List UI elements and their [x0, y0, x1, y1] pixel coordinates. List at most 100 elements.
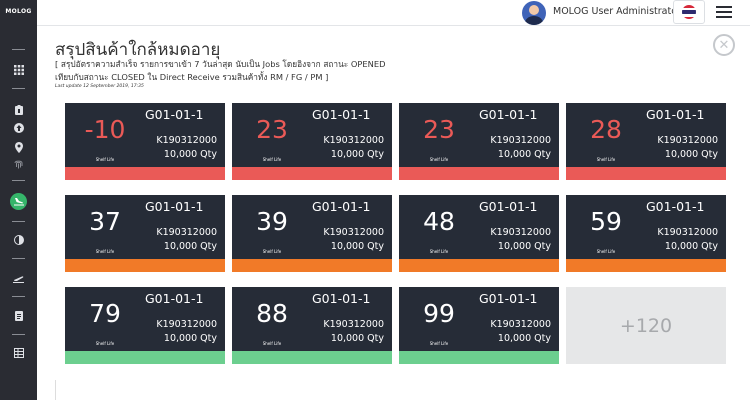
item-quantity: 10,000 Qty: [163, 149, 217, 160]
page-title: สรุปสินค้าใกล้หมดอายุ: [55, 40, 221, 60]
shelf-life-card[interactable]: 88 Shelf Life G01-01-1 K190312000 10,000 Qty: [232, 287, 392, 364]
close-button[interactable]: ✕: [713, 34, 735, 56]
days-remaining: 39: [256, 207, 288, 236]
item-quantity: 10,000 Qty: [497, 333, 551, 344]
days-remaining: 28: [590, 115, 622, 144]
flag-stripe: [682, 7, 696, 10]
subtitle-line-2: เทียบกับสถานะ CLOSED ใน Direct Receive ร…: [55, 72, 329, 82]
status-bar: [65, 259, 225, 272]
shelf-life-label: Shelf Life: [429, 157, 449, 162]
shelf-life-card[interactable]: 28 Shelf Life G01-01-1 K190312000 10,000 Qty: [566, 103, 726, 180]
shelf-life-card[interactable]: 59 Shelf Life G01-01-1 K190312000 10,000 Qty: [566, 195, 726, 272]
shelf-life-label: Shelf Life: [95, 249, 115, 254]
shelf-life-card-grid: -10 Shelf Life G01-01-1 K190312000 10,000 Qt…: [65, 103, 726, 368]
status-bar: [399, 259, 559, 272]
item-quantity: 10,000 Qty: [163, 333, 217, 344]
location-code: G01-01-1: [479, 291, 538, 306]
sidebar-divider: [12, 258, 25, 259]
plane-departure-icon[interactable]: [0, 271, 37, 285]
language-selector[interactable]: [673, 0, 705, 24]
days-remaining: 99: [423, 299, 455, 328]
status-bar: [566, 167, 726, 180]
shelf-life-label: Shelf Life: [262, 249, 282, 254]
shelf-life-label: Shelf Life: [596, 157, 616, 162]
item-code: K190312000: [323, 135, 384, 146]
sidebar-divider: [12, 221, 25, 222]
status-bar: [65, 167, 225, 180]
location-code: G01-01-1: [145, 291, 204, 306]
item-code: K190312000: [323, 227, 384, 238]
thai-flag-icon: [682, 5, 696, 19]
status-bar: [399, 167, 559, 180]
shelf-life-card[interactable]: 99 Shelf Life G01-01-1 K190312000 10,000 Qty: [399, 287, 559, 364]
shelf-life-card[interactable]: 23 Shelf Life G01-01-1 K190312000 10,000 Qty: [232, 103, 392, 180]
days-remaining: 37: [89, 207, 121, 236]
shelf-life-card[interactable]: 39 Shelf Life G01-01-1 K190312000 10,000 Qty: [232, 195, 392, 272]
page-subtitle: [ สรุปอัตราความสำเร็จ รายการขาเข้า 7 วัน…: [55, 58, 455, 84]
last-update-text: Last update 12 September 2019, 17:35: [55, 84, 144, 89]
map-pin-icon[interactable]: [0, 140, 37, 154]
item-code: K190312000: [490, 135, 551, 146]
sidebar-divider: [12, 88, 25, 89]
item-code: K190312000: [657, 227, 718, 238]
location-code: G01-01-1: [145, 107, 204, 122]
shelf-life-label: Shelf Life: [429, 341, 449, 346]
active-nav-indicator: [10, 192, 27, 210]
shelf-life-card[interactable]: 79 Shelf Life G01-01-1 K190312000 10,000 Qty: [65, 287, 225, 364]
sidebar: MOLOG: [0, 0, 37, 400]
days-remaining: 79: [89, 299, 121, 328]
shelf-life-label: Shelf Life: [262, 341, 282, 346]
days-remaining: 48: [423, 207, 455, 236]
shelf-life-label: Shelf Life: [262, 157, 282, 162]
flag-stripe: [682, 14, 696, 17]
more-items-card[interactable]: +120: [566, 287, 726, 364]
item-quantity: 10,000 Qty: [664, 241, 718, 252]
flag-stripe: [682, 10, 696, 14]
sidebar-divider: [12, 296, 25, 297]
location-code: G01-01-1: [646, 107, 705, 122]
location-code: G01-01-1: [312, 291, 371, 306]
apps-grid-icon[interactable]: [0, 63, 37, 77]
document-icon[interactable]: [0, 309, 37, 323]
upload-circle-icon[interactable]: [0, 121, 37, 135]
status-bar: [232, 259, 392, 272]
table-icon[interactable]: [0, 346, 37, 360]
item-code: K190312000: [323, 319, 384, 330]
close-icon: ✕: [718, 37, 730, 53]
status-bar: [232, 351, 392, 364]
days-remaining: 88: [256, 299, 288, 328]
status-bar: [566, 259, 726, 272]
item-code: K190312000: [657, 135, 718, 146]
menu-list-icon[interactable]: [716, 6, 732, 18]
shelf-life-card[interactable]: -10 Shelf Life G01-01-1 K190312000 10,000 Qt…: [65, 103, 225, 180]
item-code: K190312000: [156, 135, 217, 146]
user-name[interactable]: MOLOG User Administrator: [553, 6, 681, 17]
molog-logo[interactable]: MOLOG: [5, 7, 32, 15]
user-avatar[interactable]: [522, 1, 546, 25]
flag-stripe: [682, 5, 696, 8]
content-divider: [55, 380, 56, 400]
shelf-life-label: Shelf Life: [95, 341, 115, 346]
shelf-life-label: Shelf Life: [429, 249, 449, 254]
clipboard-icon[interactable]: [0, 103, 37, 117]
status-bar: [65, 351, 225, 364]
top-bar: MOLOG User Administrator: [37, 0, 750, 26]
location-code: G01-01-1: [479, 199, 538, 214]
fingerprint-icon[interactable]: [0, 157, 37, 171]
location-code: G01-01-1: [145, 199, 204, 214]
sidebar-divider: [12, 180, 25, 181]
shelf-life-card[interactable]: 37 Shelf Life G01-01-1 K190312000 10,000 Qty: [65, 195, 225, 272]
days-remaining: 59: [590, 207, 622, 236]
half-circle-icon[interactable]: [0, 233, 37, 247]
main-content: สรุปสินค้าใกล้หมดอายุ [ สรุปอัตราความสำเ…: [37, 26, 750, 400]
item-code: K190312000: [156, 227, 217, 238]
status-bar: [399, 351, 559, 364]
shelf-life-card[interactable]: 48 Shelf Life G01-01-1 K190312000 10,000 Qty: [399, 195, 559, 272]
more-count: +120: [619, 314, 673, 337]
days-remaining: 23: [423, 115, 455, 144]
location-code: G01-01-1: [646, 199, 705, 214]
subtitle-line-1: [ สรุปอัตราความสำเร็จ รายการขาเข้า 7 วัน…: [55, 59, 386, 69]
plane-landing-icon[interactable]: [0, 192, 37, 210]
shelf-life-card[interactable]: 23 Shelf Life G01-01-1 K190312000 10,000 Qty: [399, 103, 559, 180]
item-quantity: 10,000 Qty: [497, 241, 551, 252]
